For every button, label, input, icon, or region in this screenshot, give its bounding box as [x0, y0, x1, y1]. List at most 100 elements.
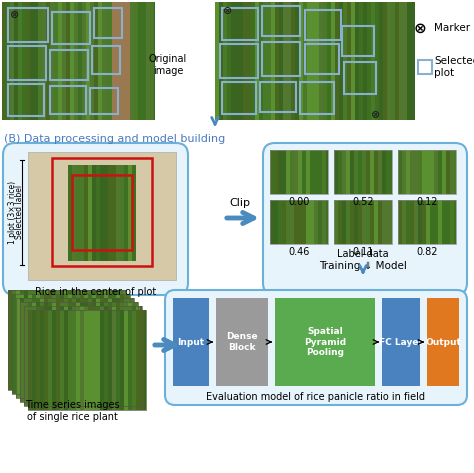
Bar — [104, 165, 108, 261]
Bar — [231, 2, 235, 120]
Bar — [390, 150, 392, 194]
Bar — [88, 165, 92, 261]
Text: Selected label: Selected label — [16, 185, 25, 239]
Bar — [434, 150, 438, 194]
Bar — [390, 200, 392, 244]
Bar — [310, 150, 314, 194]
Bar — [251, 2, 255, 120]
Bar — [302, 200, 306, 244]
Bar — [283, 2, 287, 120]
Bar — [398, 150, 456, 194]
Bar — [379, 2, 383, 120]
Bar — [100, 294, 104, 394]
Bar — [20, 290, 24, 390]
Text: ⊗: ⊗ — [414, 20, 427, 35]
Bar — [298, 150, 302, 194]
Bar — [46, 2, 50, 120]
Bar — [358, 150, 362, 194]
Bar — [398, 200, 456, 244]
Bar — [326, 150, 328, 194]
Bar — [76, 294, 80, 394]
Bar — [8, 8, 48, 42]
Bar — [106, 2, 110, 120]
Bar — [28, 294, 32, 394]
Bar — [370, 200, 374, 244]
Bar — [362, 150, 366, 194]
Bar — [48, 294, 52, 394]
Bar — [223, 2, 227, 120]
Bar — [108, 290, 112, 390]
Bar — [38, 2, 42, 120]
Text: Marker: Marker — [434, 23, 470, 33]
Bar — [438, 200, 442, 244]
Text: Label data: Label data — [337, 249, 389, 259]
Bar — [295, 2, 299, 120]
Bar — [132, 310, 136, 410]
Bar — [235, 2, 239, 120]
Bar — [327, 2, 331, 120]
Bar — [406, 200, 410, 244]
Bar — [32, 306, 36, 406]
Bar — [334, 200, 338, 244]
Bar — [28, 310, 146, 410]
Bar — [116, 302, 120, 402]
Bar — [146, 2, 150, 120]
Bar — [86, 2, 90, 120]
Bar — [84, 298, 88, 398]
Bar — [132, 302, 136, 402]
Bar — [92, 302, 96, 402]
Bar — [362, 200, 366, 244]
Bar — [319, 2, 323, 120]
Bar — [136, 306, 140, 406]
Bar — [359, 2, 363, 120]
Bar — [94, 2, 98, 120]
Bar — [406, 150, 410, 194]
Bar — [173, 298, 209, 386]
Bar — [418, 150, 422, 194]
Bar — [88, 306, 92, 406]
Bar — [82, 2, 86, 120]
Bar — [56, 306, 60, 406]
Bar — [68, 165, 136, 261]
Bar — [72, 165, 76, 261]
Bar — [355, 2, 359, 120]
Bar — [30, 2, 34, 120]
Bar — [36, 310, 40, 410]
Bar — [270, 200, 274, 244]
Bar — [44, 294, 48, 394]
Bar — [20, 302, 138, 402]
Bar — [426, 150, 430, 194]
Bar — [44, 310, 48, 410]
Bar — [446, 200, 450, 244]
Bar — [48, 290, 52, 390]
Bar — [20, 302, 24, 402]
Bar — [76, 310, 80, 410]
Bar — [108, 306, 112, 406]
Bar — [68, 302, 72, 402]
Bar — [120, 165, 124, 261]
Bar — [418, 60, 432, 74]
Bar — [40, 310, 44, 410]
Bar — [287, 2, 291, 120]
Bar — [16, 298, 134, 398]
Bar — [124, 298, 128, 398]
Bar — [42, 2, 46, 120]
Bar — [6, 2, 10, 120]
Bar — [382, 150, 386, 194]
Bar — [382, 200, 386, 244]
Bar — [263, 2, 267, 120]
Bar — [90, 2, 94, 120]
Bar — [116, 298, 120, 398]
Bar — [68, 298, 72, 398]
Bar — [56, 310, 60, 410]
Bar — [220, 44, 258, 78]
FancyBboxPatch shape — [3, 143, 188, 295]
Bar — [28, 152, 176, 280]
Bar — [80, 306, 84, 406]
Bar — [108, 165, 112, 261]
Bar — [84, 290, 88, 390]
Bar — [120, 290, 124, 390]
Bar — [28, 298, 32, 398]
Bar — [305, 10, 341, 40]
Bar — [454, 150, 456, 194]
